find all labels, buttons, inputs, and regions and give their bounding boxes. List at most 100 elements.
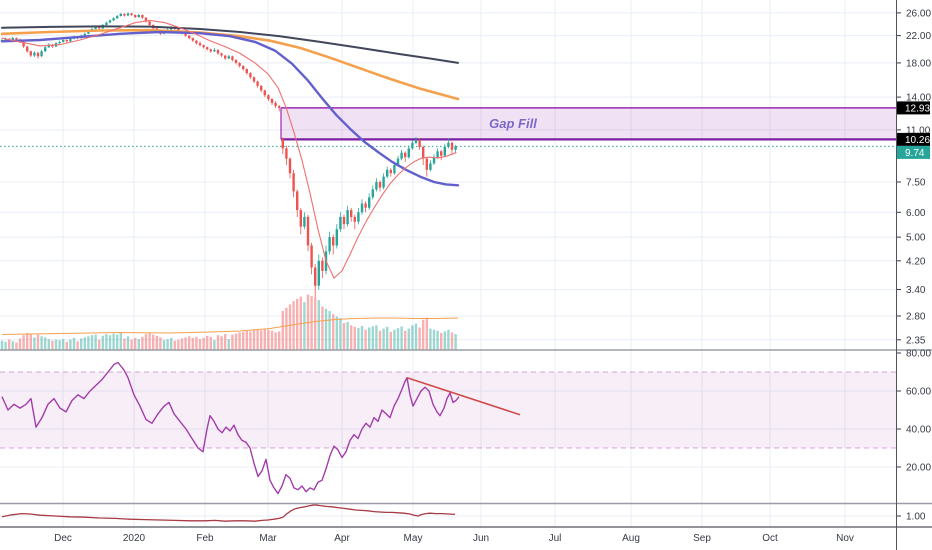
candle-body <box>252 77 256 82</box>
candle-body <box>209 49 212 52</box>
candle-body <box>98 26 101 29</box>
candle-body <box>360 203 364 213</box>
candle-body <box>411 142 414 149</box>
candle-body <box>314 267 317 286</box>
volume-bar <box>285 307 288 350</box>
volume-bar <box>134 337 137 350</box>
candle-body <box>404 152 407 158</box>
volume-bar <box>411 325 414 350</box>
price-pane[interactable] <box>0 0 896 350</box>
candle-body <box>339 216 342 230</box>
volume-bar <box>155 335 158 350</box>
candle-body <box>303 216 306 227</box>
candle-body <box>130 13 133 15</box>
volume-bar <box>44 337 47 350</box>
vertical-gridlines <box>62 0 846 527</box>
volume-bar <box>72 337 76 350</box>
time-axis-label: Oct <box>762 533 778 544</box>
rsi-trendline[interactable] <box>406 376 521 416</box>
volume-bar <box>54 339 58 350</box>
candle-body <box>47 44 50 48</box>
volume-bar <box>80 338 83 350</box>
volume-bar <box>216 335 220 350</box>
candle-body <box>126 13 130 16</box>
volume-bar <box>11 341 14 350</box>
volume-bar <box>119 333 122 350</box>
volume-bar <box>0 340 4 350</box>
candle-body <box>429 163 432 170</box>
volume-bar <box>36 334 40 350</box>
volume-bar <box>18 338 22 350</box>
volume-bar <box>249 331 252 350</box>
volume-bar <box>242 331 245 350</box>
gap-top-price-badge: 12.93 <box>905 103 930 114</box>
price-axis-scale[interactable] <box>896 0 932 527</box>
candle-body <box>198 43 202 46</box>
candle-body <box>378 182 382 188</box>
volume-bar <box>123 338 126 350</box>
candle-body <box>350 210 353 217</box>
last-price-badge-bg <box>897 145 930 159</box>
candle-body <box>278 106 281 108</box>
candle-body <box>224 55 227 59</box>
candle-body <box>234 59 238 63</box>
price-axis-label: 5.00 <box>906 233 926 244</box>
candle-body <box>267 95 270 100</box>
candle-body <box>206 47 209 50</box>
candle-body <box>440 151 443 156</box>
candle-body <box>368 197 371 208</box>
candle-body <box>443 147 446 156</box>
candle-body <box>242 66 245 70</box>
volume-bar <box>148 333 151 350</box>
candle-body <box>317 260 320 286</box>
volume-bar <box>231 334 234 350</box>
price-gridlines <box>0 12 896 517</box>
volume-bar <box>350 325 353 350</box>
volume-bar <box>357 328 360 350</box>
volume-bar <box>94 334 97 350</box>
volume-bar <box>306 294 310 350</box>
candle-body <box>123 13 126 16</box>
price-axis-label: 2.35 <box>906 335 926 346</box>
candle-body <box>407 148 410 158</box>
candle-body <box>137 15 140 18</box>
volume-bar <box>76 341 79 350</box>
volume-bar <box>386 326 389 350</box>
volume-bar <box>418 327 421 350</box>
candle-body <box>65 40 68 42</box>
time-axis-label: Dec <box>54 533 72 544</box>
candle-body <box>357 212 360 222</box>
candle-body <box>274 103 277 107</box>
volume-bar <box>188 336 191 350</box>
time-axis-scale[interactable] <box>0 527 932 550</box>
candle-body <box>454 146 457 150</box>
candle-body <box>184 33 187 36</box>
candle-body <box>393 165 396 174</box>
candle-body <box>414 140 418 143</box>
candle-body <box>447 142 450 147</box>
volume-bar <box>393 329 396 350</box>
volume-bar <box>40 336 43 350</box>
volume-bar <box>47 339 50 350</box>
candle-body <box>44 47 47 52</box>
candle-body <box>364 203 367 208</box>
gap-fill-zone[interactable] <box>281 107 896 140</box>
volume-bar <box>360 325 364 350</box>
volume-bar <box>414 323 418 350</box>
candle-body <box>288 158 292 174</box>
volume-bar <box>321 306 324 350</box>
lower-indicator-line <box>1 504 456 522</box>
indicator-pane[interactable] <box>0 504 896 528</box>
volume-bar <box>206 335 209 350</box>
price-axis-label: 18.00 <box>906 58 931 69</box>
price-axis-label: 4.20 <box>906 256 926 267</box>
time-axis-label: May <box>404 533 423 544</box>
rsi-pane[interactable] <box>0 350 896 504</box>
candle-body <box>144 17 148 22</box>
price-axis-label: 26.00 <box>906 8 931 19</box>
volume-bar <box>62 339 65 350</box>
candle-body <box>141 15 144 18</box>
volume-bar <box>389 331 392 350</box>
